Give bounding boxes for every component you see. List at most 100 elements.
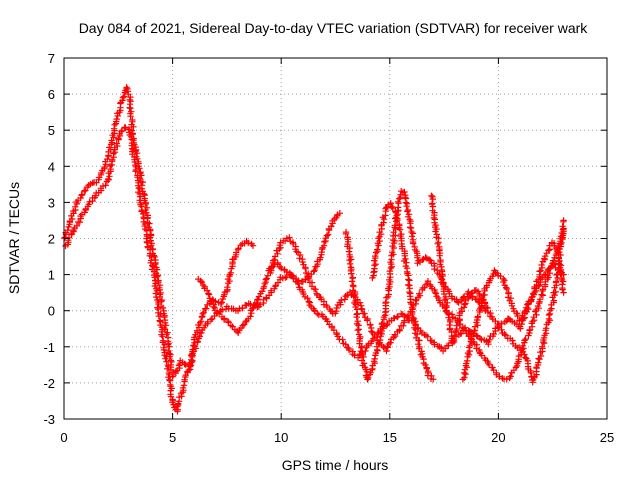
data-point [147,259,154,266]
data-point [553,271,560,279]
data-points [61,84,567,415]
data-point [333,304,340,312]
data-point [113,115,120,123]
data-point [409,240,417,247]
data-point [415,341,422,348]
data-point [453,322,460,329]
data-point [338,296,345,304]
data-point [394,313,402,320]
data-point [133,150,141,157]
data-point [345,248,353,255]
data-point [82,187,89,194]
data-point [142,200,149,208]
data-point [406,216,413,223]
data-point [113,140,120,147]
data-point [504,294,512,301]
data-point [367,321,374,329]
data-point [442,295,449,303]
data-point [431,265,438,273]
data-point [500,278,507,286]
data-point [425,256,433,263]
data-point [560,278,567,285]
series-track-4 [265,210,343,285]
data-point [146,234,154,241]
data-point [461,301,468,308]
data-point [365,374,372,382]
data-point [424,333,431,340]
data-point [161,313,168,321]
data-point [159,304,167,312]
data-point [267,287,275,294]
data-point [110,150,117,157]
y-tick-label: 3 [48,195,55,210]
data-point [550,257,557,264]
data-point [390,229,397,236]
data-point [406,288,413,296]
data-point [197,277,204,285]
data-point [215,310,223,317]
data-point [383,347,390,355]
data-point [210,303,217,311]
data-point [270,257,277,264]
data-point [519,342,526,349]
data-point [559,223,566,230]
data-point [512,364,520,371]
data-point [247,313,254,320]
data-point [134,174,141,181]
data-point [221,316,228,323]
data-point [321,238,328,246]
data-point [404,213,412,220]
data-point [86,198,93,206]
data-point [346,257,353,264]
data-point [394,198,402,205]
data-point [127,105,134,112]
data-point [438,276,446,283]
data-point [538,261,545,269]
data-point [262,276,270,283]
data-point [334,333,342,340]
data-point [286,234,293,241]
data-point [379,319,386,327]
data-point [560,289,567,296]
data-point [430,376,437,383]
x-tick-label: 20 [491,430,505,445]
data-point [424,277,432,285]
data-point [164,365,171,372]
data-point [552,288,559,296]
data-point [405,312,412,319]
data-point [501,331,508,338]
data-point [68,215,76,223]
data-point [200,309,207,316]
data-point [254,296,262,303]
data-point [538,343,546,350]
data-point [341,296,348,303]
data-point [76,218,83,226]
data-point [129,118,136,125]
data-point [139,178,146,186]
data-point [474,313,482,320]
data-point [153,293,160,301]
data-point [432,289,439,296]
data-point [296,255,303,262]
data-point [245,239,252,247]
y-tick-label: 5 [48,123,55,138]
data-point [73,222,80,230]
y-tick-label: 4 [48,159,55,174]
data-point [136,165,143,172]
data-point [172,368,180,375]
y-tick-label: -3 [43,412,55,427]
data-point [237,242,244,249]
data-point [161,341,168,348]
data-point [199,310,206,317]
data-point [522,335,529,343]
data-point [65,234,73,241]
data-point [392,209,400,216]
data-point [445,342,452,349]
data-point [402,194,409,201]
data-point [507,373,514,380]
data-point [545,311,553,319]
data-point [416,290,423,297]
series-track-6 [369,200,437,383]
data-point [191,343,198,350]
